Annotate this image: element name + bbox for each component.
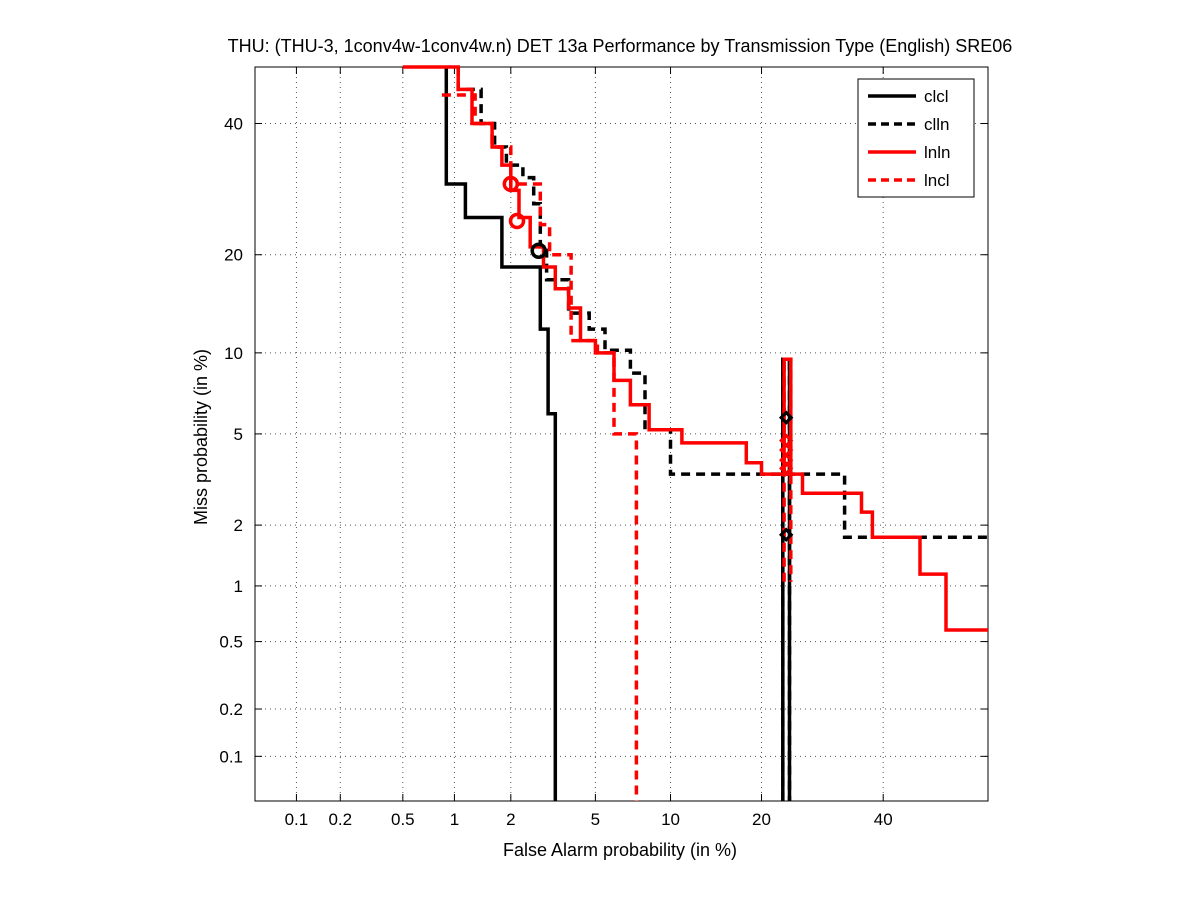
x-tick-label: 20 xyxy=(752,810,771,829)
y-axis-title: Miss probability (in %) xyxy=(191,349,211,525)
x-tick-label: 5 xyxy=(591,810,600,829)
x-tick-label: 0.1 xyxy=(285,810,309,829)
min-dcf-marker-lncl xyxy=(502,175,520,193)
min-dcf-marker-clcl xyxy=(530,242,547,260)
x-tick-label: 1 xyxy=(450,810,459,829)
x-axis-title: False Alarm probability (in %) xyxy=(503,840,737,860)
x-tick-label: 40 xyxy=(874,810,893,829)
y-tick-label: 10 xyxy=(224,344,243,363)
y-tick-label: 20 xyxy=(224,246,243,265)
series-line-lncl xyxy=(441,93,639,801)
series-line-clcl xyxy=(444,67,558,801)
legend-label-lncl: lncl xyxy=(924,171,950,190)
legend-label-lnln: lnln xyxy=(924,143,950,162)
axis-ticks: 0.1 0.2 0.5 1 2 5 10 20 40 0.1 0.2 0.5 1 2 5 10 20 40 xyxy=(219,67,988,829)
y-tick-label: 5 xyxy=(234,425,243,444)
min-dcf-marker-lnln xyxy=(508,212,526,230)
y-tick-label: 0.5 xyxy=(219,633,243,652)
chart-title: THU: (THU-3, 1conv4w-1conv4w.n) DET 13a … xyxy=(228,36,1013,56)
x-tick-label: 0.5 xyxy=(391,810,415,829)
x-tick-label: 0.2 xyxy=(328,810,352,829)
series-group xyxy=(402,65,988,801)
y-tick-label: 0.2 xyxy=(219,700,243,719)
y-tick-label: 1 xyxy=(234,577,243,596)
series-line-clln xyxy=(456,67,988,540)
act-dcf-marker-lncl xyxy=(779,461,794,476)
legend: clcl clln lnln lncl xyxy=(857,78,975,198)
act-dcf-marker-clln xyxy=(779,410,794,425)
act-dcf-marker-clln xyxy=(779,527,794,542)
series-line-lnln xyxy=(402,65,988,632)
x-tick-label: 2 xyxy=(506,810,515,829)
legend-label-clcl: clcl xyxy=(924,87,949,106)
y-tick-label: 0.1 xyxy=(219,747,243,766)
x-tick-label: 10 xyxy=(661,810,680,829)
dcf-markers xyxy=(502,175,794,542)
y-tick-label: 40 xyxy=(224,115,243,134)
legend-label-clln: clln xyxy=(924,115,950,134)
legend-box xyxy=(857,78,975,198)
y-tick-label: 2 xyxy=(234,516,243,535)
act-dcf-marker-lncl xyxy=(779,442,794,458)
